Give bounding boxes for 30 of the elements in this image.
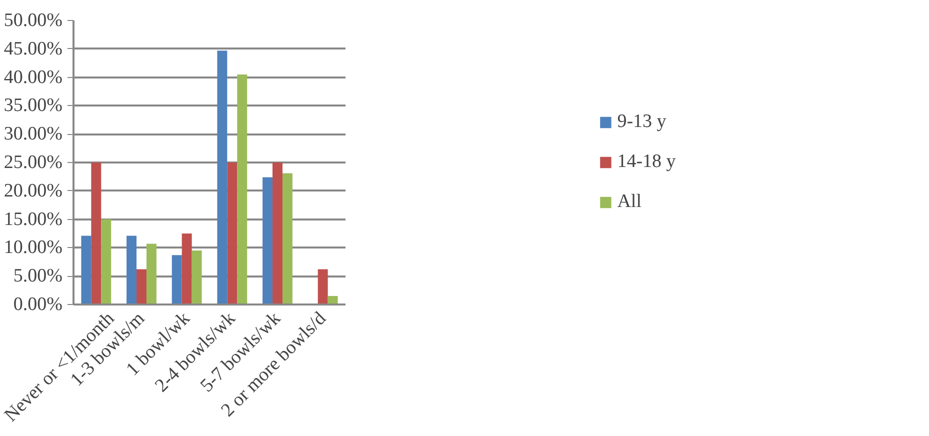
y-tick-label: 5.00%: [13, 266, 63, 287]
bar: [217, 50, 228, 304]
y-tick-label: 10.00%: [4, 237, 63, 258]
y-tick-label: 50.00%: [4, 10, 63, 31]
bar: [237, 74, 248, 304]
bar: [282, 173, 292, 304]
bar: [227, 162, 238, 304]
y-tick-label: 15.00%: [4, 208, 63, 230]
bar: [272, 162, 282, 304]
y-tick-label: 35.00%: [4, 95, 63, 116]
legend-label: All: [617, 191, 642, 213]
y-tick-label: 0.00%: [13, 294, 63, 315]
bar: [136, 269, 146, 304]
bar: [318, 269, 328, 304]
bar: [81, 236, 92, 304]
bar: [192, 250, 202, 304]
bar: [146, 244, 156, 304]
y-tick-label: 25.00%: [4, 152, 63, 173]
bar: [126, 236, 137, 304]
bar: [262, 177, 273, 304]
bar: [182, 234, 192, 304]
legend-label: 9-13 y: [617, 111, 666, 133]
y-tick-label: 20.00%: [4, 180, 63, 202]
y-tick-label: 40.00%: [4, 66, 63, 88]
y-tick-label: 45.00%: [4, 38, 63, 60]
bar: [101, 219, 112, 304]
legend-label: 14-18 y: [617, 151, 676, 173]
y-tick-label: 30.00%: [4, 124, 63, 145]
bar: [172, 255, 182, 304]
bar: [91, 162, 102, 304]
